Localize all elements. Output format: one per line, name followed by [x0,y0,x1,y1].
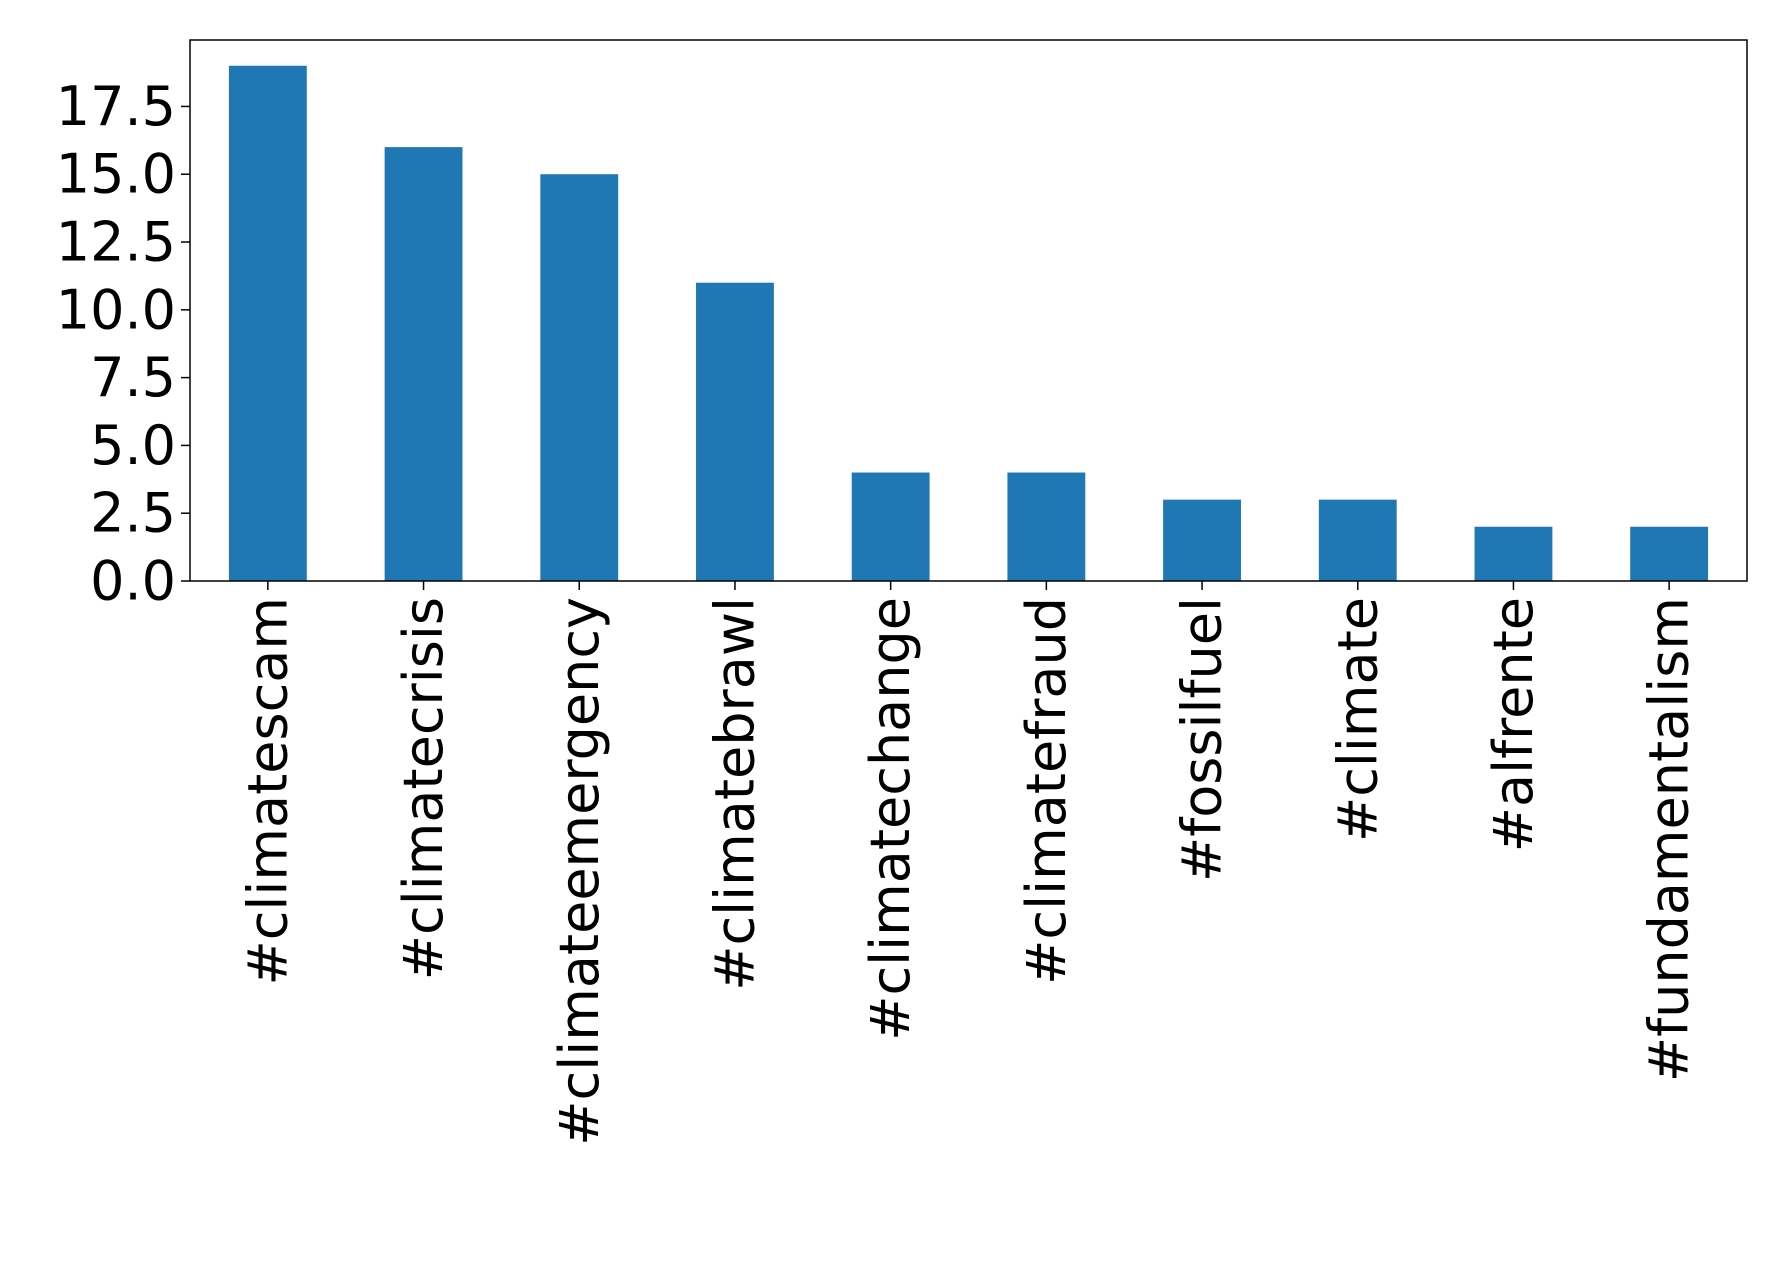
x-tick-label: #climate [1326,597,1389,842]
y-tick-label: 12.5 [56,211,176,274]
y-tick-label: 7.5 [90,346,176,409]
x-tick-label: #climatechange [859,597,922,1041]
bar [1007,472,1086,581]
bar [1318,499,1397,581]
x-tick-label: #climatescam [236,597,299,986]
x-tick-label: #climatefraud [1015,597,1078,985]
x-tick-label: #climatecrisis [392,597,455,980]
bar [851,472,930,581]
bar [1630,526,1709,581]
y-tick-label: 5.0 [90,414,176,477]
bar [1163,499,1241,581]
plot-frame [189,39,1748,582]
x-tick-label: #climateemergency [548,597,611,1146]
bar [540,174,619,581]
bar [1474,526,1553,581]
y-tick-label: 15.0 [56,143,176,206]
y-tick-label: 2.5 [90,482,176,545]
bar [696,282,774,581]
bar [384,147,463,581]
x-tick-label: #climatebrawl [703,597,766,991]
x-tick-label: #fossilfuel [1171,597,1234,882]
y-tick-label: 10.0 [56,278,176,341]
x-tick-label: #fundamentalism [1638,597,1701,1082]
y-tick-label: 0.0 [90,550,176,613]
x-tick-label: #alfrente [1482,597,1545,852]
bar [228,65,307,581]
y-tick-label: 17.5 [56,75,176,138]
